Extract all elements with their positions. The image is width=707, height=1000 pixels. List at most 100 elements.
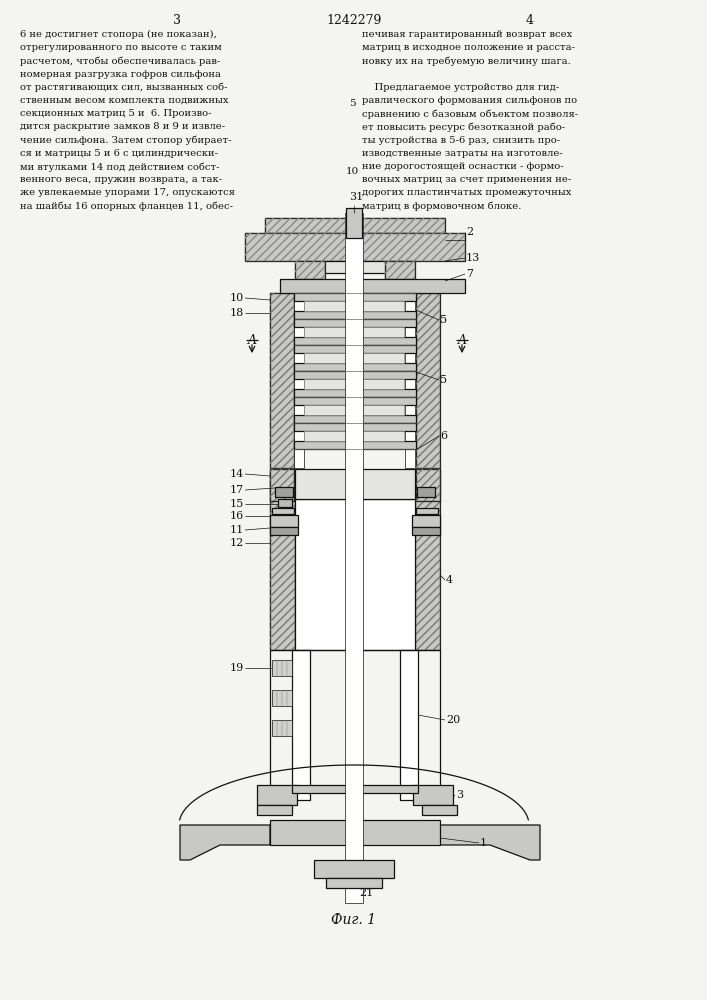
Text: дится раскрытие замков 8 и 9 и извле-: дится раскрытие замков 8 и 9 и извле- <box>20 122 225 131</box>
Bar <box>270 820 440 845</box>
Polygon shape <box>180 825 270 860</box>
Text: матриц в исходное положение и расста-: матриц в исходное положение и расста- <box>362 43 575 52</box>
Bar <box>356 363 416 371</box>
Bar <box>345 213 363 903</box>
Bar <box>294 311 354 319</box>
Bar <box>356 337 416 345</box>
Bar <box>245 233 465 261</box>
Bar <box>294 415 354 423</box>
Bar <box>294 371 354 379</box>
Bar <box>416 469 440 501</box>
Bar <box>356 319 416 327</box>
Bar <box>292 650 310 800</box>
Text: матриц в формовочном блоке.: матриц в формовочном блоке. <box>362 202 521 211</box>
Bar <box>356 423 416 431</box>
Bar <box>412 515 440 527</box>
Text: 18: 18 <box>230 308 244 318</box>
Text: ся и матрицы 5 и 6 с цилиндрически-: ся и матрицы 5 и 6 с цилиндрически- <box>20 149 218 158</box>
Bar <box>294 363 354 371</box>
Text: ми втулками 14 под действием собст-: ми втулками 14 под действием собст- <box>20 162 219 172</box>
Bar <box>304 353 404 363</box>
Bar <box>294 319 354 327</box>
Bar <box>416 293 440 468</box>
Bar <box>272 508 294 514</box>
Text: от растягивающих сил, вызванных соб-: от растягивающих сил, вызванных соб- <box>20 83 228 92</box>
Text: 21: 21 <box>359 888 373 898</box>
Bar <box>280 279 465 293</box>
Text: на шайбы 16 опорных фланцев 11, обес-: на шайбы 16 опорных фланцев 11, обес- <box>20 202 233 211</box>
Bar <box>416 293 440 468</box>
Text: 31: 31 <box>349 192 363 202</box>
Bar <box>304 301 404 311</box>
Bar <box>416 469 440 501</box>
Text: сравнению с базовым объектом позволя-: сравнению с базовым объектом позволя- <box>362 109 578 119</box>
Bar <box>356 397 416 405</box>
Text: чение сильфона. Затем стопор убирает-: чение сильфона. Затем стопор убирает- <box>20 136 231 145</box>
Bar <box>270 469 294 501</box>
Bar <box>294 293 354 301</box>
Bar <box>304 327 404 337</box>
Text: 6: 6 <box>440 431 447 441</box>
Bar <box>294 397 354 405</box>
Text: равлического формования сильфонов по: равлического формования сильфонов по <box>362 96 577 105</box>
Polygon shape <box>440 825 540 860</box>
Bar <box>270 293 294 468</box>
Text: вочных матриц за счет применения не-: вочных матриц за счет применения не- <box>362 175 571 184</box>
Text: 4: 4 <box>446 575 453 585</box>
Text: A: A <box>457 334 467 347</box>
Bar <box>257 785 297 805</box>
Bar <box>270 515 298 527</box>
Bar <box>356 311 416 319</box>
Text: 11: 11 <box>230 525 244 535</box>
Text: 3: 3 <box>173 14 181 27</box>
Text: 3: 3 <box>456 790 463 800</box>
Bar <box>270 293 294 468</box>
Bar <box>245 233 465 261</box>
Bar <box>356 441 416 449</box>
Text: 1: 1 <box>480 838 487 848</box>
Bar <box>356 293 416 301</box>
Bar <box>294 441 354 449</box>
Text: 2: 2 <box>466 227 473 237</box>
Bar <box>325 261 385 273</box>
Bar <box>295 261 325 279</box>
Text: же увлекаемые упорами 17, опускаются: же увлекаемые упорами 17, опускаются <box>20 188 235 197</box>
Bar <box>270 469 295 650</box>
Bar <box>272 720 292 736</box>
Bar <box>346 208 362 238</box>
Text: новку их на требуемую величину шага.: новку их на требуемую величину шага. <box>362 56 571 66</box>
Bar <box>422 805 457 815</box>
Bar <box>412 527 440 535</box>
Text: 5: 5 <box>349 100 356 108</box>
Bar <box>356 389 416 397</box>
Bar <box>294 293 304 468</box>
Bar <box>314 860 394 878</box>
Text: 5: 5 <box>440 315 447 325</box>
Text: ты устройства в 5-6 раз, снизить про-: ты устройства в 5-6 раз, снизить про- <box>362 136 560 145</box>
Text: отрегулированного по высоте с таким: отрегулированного по высоте с таким <box>20 43 222 52</box>
Bar <box>272 690 292 706</box>
Text: 17: 17 <box>230 485 244 495</box>
Text: венного веса, пружин возврата, а так-: венного веса, пружин возврата, а так- <box>20 175 222 184</box>
Bar <box>413 785 453 805</box>
Text: печивая гарантированный возврат всех: печивая гарантированный возврат всех <box>362 30 572 39</box>
Text: 7: 7 <box>466 269 473 279</box>
Bar <box>295 469 415 499</box>
Text: дорогих пластинчатых промежуточных: дорогих пластинчатых промежуточных <box>362 188 571 197</box>
Bar <box>326 878 382 888</box>
Bar <box>294 423 354 431</box>
Bar <box>265 218 445 233</box>
Bar <box>270 469 295 650</box>
Bar <box>265 218 445 233</box>
Bar <box>356 371 416 379</box>
Text: 6 не достигнет стопора (не показан),: 6 не достигнет стопора (не показан), <box>20 30 217 39</box>
Bar <box>416 508 438 514</box>
Text: 15: 15 <box>230 499 244 509</box>
Bar <box>278 499 292 507</box>
Text: 20: 20 <box>446 715 460 725</box>
Bar <box>294 337 354 345</box>
Text: ственным весом комплекта подвижных: ственным весом комплекта подвижных <box>20 96 228 105</box>
Text: ет повысить ресурс безотказной рабо-: ет повысить ресурс безотказной рабо- <box>362 122 565 132</box>
Bar <box>275 487 293 497</box>
Bar <box>270 527 298 535</box>
